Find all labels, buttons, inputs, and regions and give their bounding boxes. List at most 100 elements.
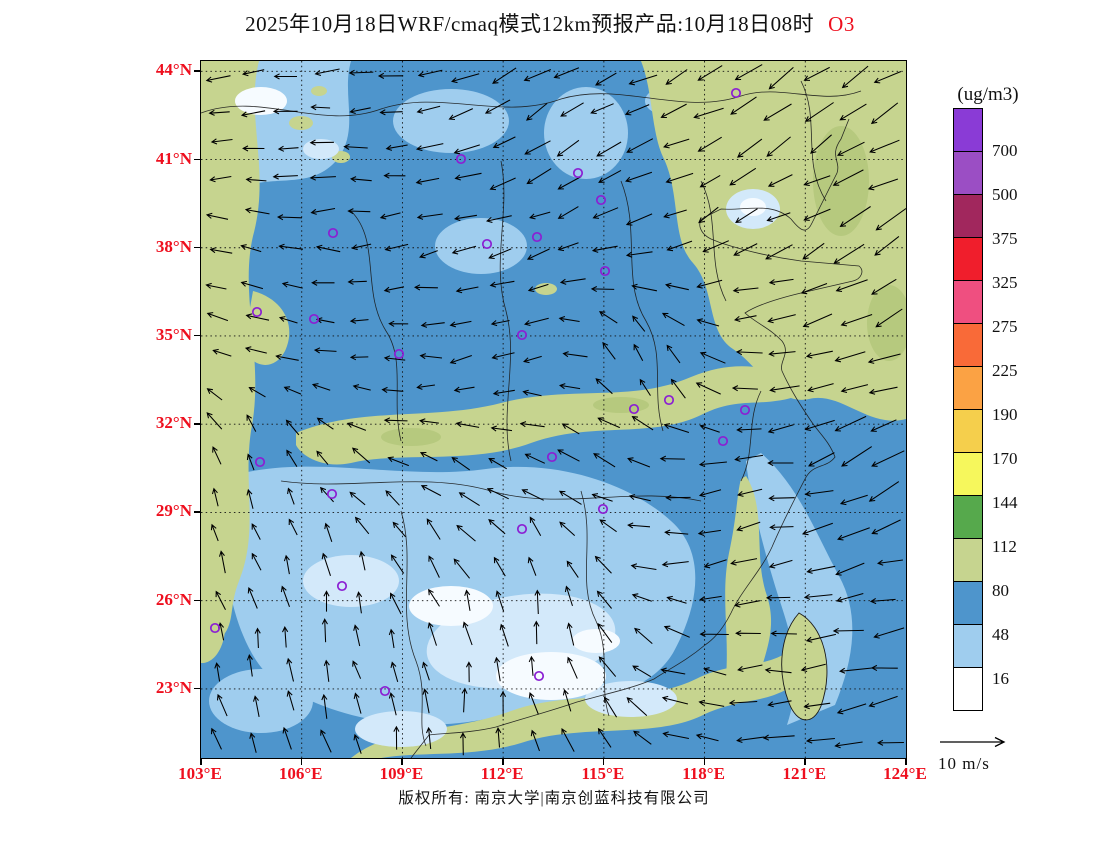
city-marker (531, 231, 543, 243)
wind-arrow (359, 550, 366, 571)
colorbar-label: 700 (992, 141, 1018, 160)
wind-arrow (803, 66, 830, 81)
wind-arrow (660, 103, 687, 119)
y-tick-label: 32°N (155, 413, 192, 433)
wind-arrow (528, 655, 535, 676)
wind-arrow (873, 71, 902, 84)
wind-arrow (562, 351, 588, 358)
wind-arrow (428, 588, 440, 607)
y-tick-label: 29°N (155, 501, 192, 521)
wind-arrow (631, 283, 658, 292)
wind-arrow (557, 242, 579, 252)
wind-arrow (526, 248, 550, 260)
wind-arrow (699, 424, 720, 433)
wind-arrow (876, 739, 904, 746)
wind-arrow (315, 317, 335, 324)
wind-arrow (351, 447, 371, 464)
wind-arrow (528, 691, 539, 715)
city-marker (572, 167, 584, 179)
wind-arrow (800, 663, 826, 673)
colorbar-label: 80 (992, 581, 1009, 600)
wind-arrow (663, 625, 690, 638)
y-tick-mark (194, 70, 200, 72)
wind-arrow (209, 175, 232, 183)
wind-arrow (868, 386, 898, 395)
wind-arrow (383, 417, 408, 424)
x-tick-label: 109°E (379, 764, 424, 783)
wind-arrow (393, 725, 400, 750)
wind-arrow (492, 389, 515, 396)
wind-arrow (451, 457, 471, 471)
wind-arrow (455, 421, 480, 428)
wind-arrow (484, 99, 511, 114)
wind-arrow (416, 105, 441, 114)
wind-arrow (288, 518, 298, 536)
wind-arrow (839, 103, 867, 121)
wind-arrow (420, 485, 442, 497)
wind-arrow (665, 172, 694, 184)
wind-arrow (216, 693, 228, 717)
colorbar-label: 170 (992, 449, 1018, 468)
city-marker (597, 503, 609, 515)
wind-arrow (354, 516, 370, 535)
wind-arrow (349, 491, 366, 506)
city-marker (326, 488, 338, 500)
wind-arrow (832, 169, 864, 186)
x-tick-label: 103°E (178, 764, 222, 783)
city-marker (251, 306, 263, 318)
wind-arrow (803, 208, 831, 221)
city-marker (254, 456, 266, 468)
wind-arrow (665, 494, 691, 501)
wind-arrow (249, 732, 257, 753)
wind-arrow (383, 172, 406, 179)
wind-arrow (767, 174, 793, 187)
wind-arrow (736, 426, 762, 433)
wind-arrow (560, 102, 584, 117)
colorbar (953, 108, 983, 711)
wind-arrow (529, 516, 542, 536)
wind-arrow (278, 243, 304, 250)
wind-arrow (697, 529, 721, 536)
wind-arrow (767, 424, 794, 434)
wind-arrow (737, 664, 763, 673)
wind-arrow (627, 457, 651, 468)
wind-arrow (490, 425, 513, 432)
wind-arrow (734, 64, 763, 81)
wind-arrow (458, 492, 480, 507)
wind-arrow (356, 591, 363, 614)
x-tick-label: 115°E (581, 764, 625, 783)
wind-arrow (803, 593, 833, 600)
wind-arrow (698, 206, 719, 224)
city-marker (628, 403, 640, 415)
wind-arrow (206, 412, 223, 430)
wind-arrow (492, 136, 516, 149)
wind-arrow (379, 212, 401, 220)
wind-arrow (321, 693, 328, 719)
wind-arrow (311, 383, 331, 391)
wind-arrow (561, 423, 580, 435)
wind-arrow (205, 282, 227, 290)
wind-arrow (767, 460, 794, 467)
wind-arrow (347, 208, 371, 215)
wind-arrow (530, 729, 540, 752)
wind-arrow (416, 383, 435, 390)
wind-arrow (276, 214, 303, 221)
wind-arrow (384, 243, 409, 252)
wind-arrow (415, 177, 440, 185)
wind-arrow (453, 558, 471, 579)
wind-arrow (557, 449, 580, 462)
wind-arrow (628, 494, 651, 502)
wind-arrow (459, 732, 467, 756)
wind-arrow (486, 487, 509, 500)
wind-arrow (807, 383, 834, 393)
wind-arrow (736, 488, 763, 497)
wind-arrow (770, 630, 797, 637)
wind-arrow (494, 656, 501, 682)
wind-arrow (212, 348, 232, 357)
wind-arrow (556, 139, 580, 157)
city-marker (730, 87, 742, 99)
wind-arrow (832, 627, 864, 634)
wind-arrow (426, 726, 433, 750)
wind-arrow (633, 343, 644, 362)
